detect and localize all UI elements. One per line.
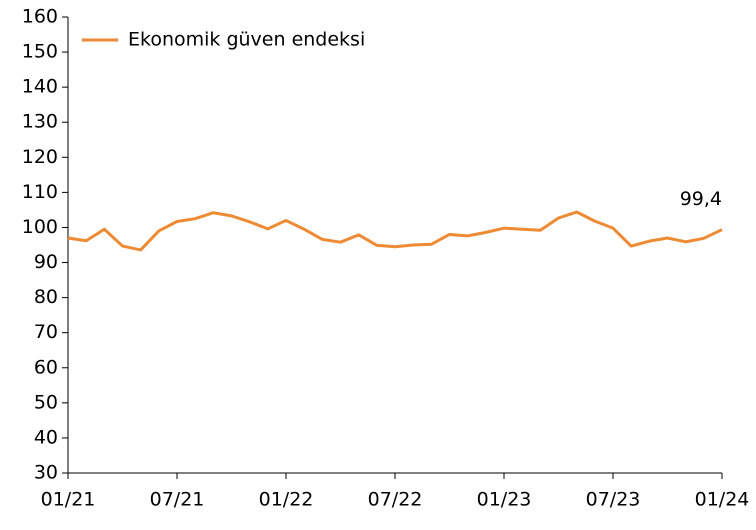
data-label: 99,4 bbox=[680, 188, 722, 210]
y-tick-label: 40 bbox=[34, 426, 58, 448]
legend-label: Ekonomik güven endeksi bbox=[128, 29, 365, 51]
y-tick-label: 100 bbox=[22, 216, 58, 238]
y-tick-label: 110 bbox=[22, 181, 58, 203]
series-line bbox=[67, 210, 723, 252]
y-tick-label: 80 bbox=[34, 286, 58, 308]
x-tick-label: 07/23 bbox=[586, 489, 641, 511]
y-tick-label: 30 bbox=[34, 462, 58, 484]
y-tick-label: 70 bbox=[34, 321, 58, 343]
y-tick-label: 50 bbox=[34, 391, 58, 413]
y-tick-label: 150 bbox=[22, 41, 58, 63]
x-tick-label: 01/21 bbox=[41, 489, 96, 511]
x-tick-label: 07/22 bbox=[368, 489, 423, 511]
x-tick-label: 07/21 bbox=[150, 489, 205, 511]
y-tick-label: 140 bbox=[22, 76, 58, 98]
y-tick-label: 90 bbox=[34, 251, 58, 273]
x-tick-label: 01/23 bbox=[477, 489, 532, 511]
y-tick-label: 120 bbox=[22, 146, 58, 168]
y-tick-label: 160 bbox=[22, 6, 58, 28]
y-tick-label: 60 bbox=[34, 356, 58, 378]
x-tick-label: 01/22 bbox=[259, 489, 314, 511]
y-tick-label: 130 bbox=[22, 111, 58, 133]
x-tick-label: 01/24 bbox=[695, 489, 750, 511]
